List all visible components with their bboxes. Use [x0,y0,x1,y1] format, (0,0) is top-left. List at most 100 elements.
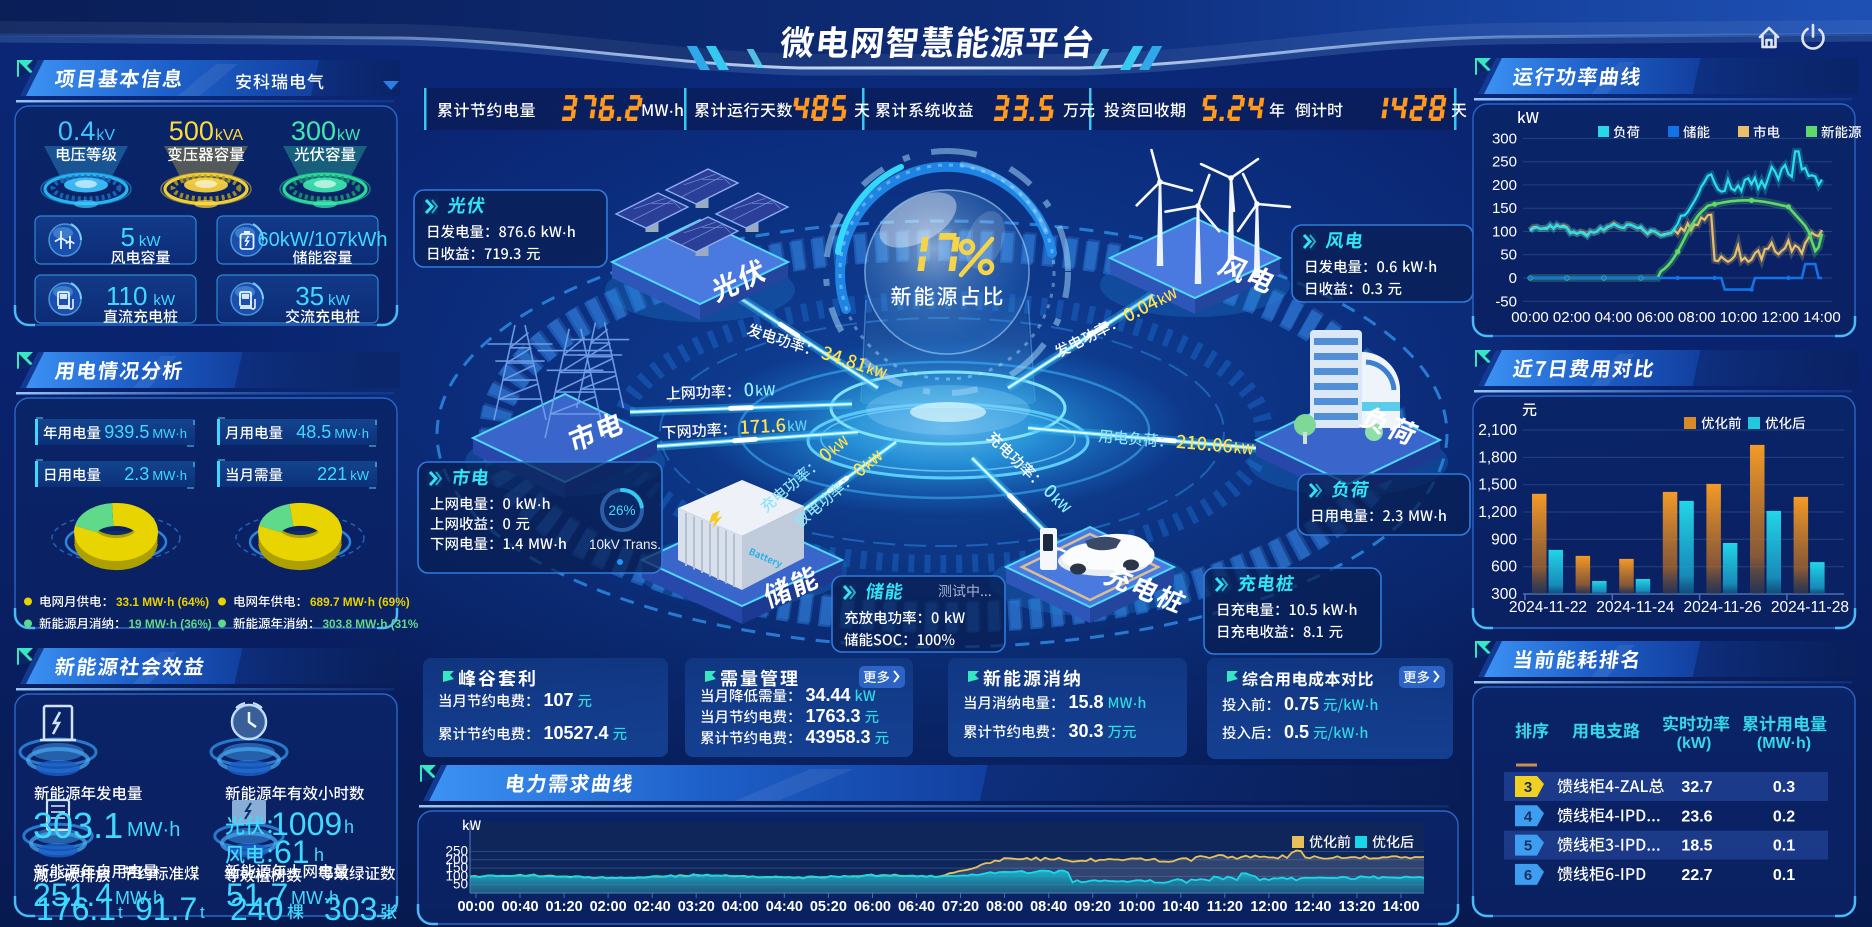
svg-text:kW: kW [337,127,361,144]
svg-text:05:20: 05:20 [810,899,847,915]
svg-text:51.7: 51.7 [226,877,288,913]
svg-text:0.5: 0.5 [1284,722,1309,742]
svg-text:04:00: 04:00 [1595,309,1633,326]
svg-text:02:00: 02:00 [1553,309,1591,326]
svg-text:22.7: 22.7 [1681,867,1712,884]
svg-text:06:00: 06:00 [1636,309,1674,326]
svg-text:60kW/107kWh: 60kW/107kWh [257,229,387,251]
svg-text:34.44: 34.44 [806,685,851,705]
svg-text:MW·h: MW·h [334,426,369,441]
svg-text:61: 61 [274,834,310,870]
svg-text:t: t [118,903,123,922]
svg-text:00:00: 00:00 [457,899,494,915]
svg-text:10kV Trans.: 10kV Trans. [589,537,661,552]
svg-text:08:40: 08:40 [1030,899,1067,915]
svg-text:0.1: 0.1 [1773,838,1795,855]
svg-text:09:20: 09:20 [1074,899,1111,915]
svg-text:02:00: 02:00 [590,899,627,915]
svg-text:MW·h: MW·h [291,888,339,908]
svg-text:176.1: 176.1 [36,891,116,927]
svg-text:11:20: 11:20 [1207,899,1243,915]
svg-text:32.7: 32.7 [1681,779,1712,796]
svg-text:100: 100 [1492,223,1517,240]
svg-text:35: 35 [295,281,324,311]
svg-text:221: 221 [317,464,347,484]
svg-text:03:20: 03:20 [678,899,715,915]
svg-text:110: 110 [106,281,147,311]
svg-text:30.3: 30.3 [1069,721,1104,741]
svg-text:0.75: 0.75 [1284,694,1319,714]
svg-text:12:00: 12:00 [1761,309,1799,326]
svg-text:200: 200 [1492,177,1517,194]
svg-text:150: 150 [1492,200,1517,217]
svg-text:240: 240 [230,891,283,927]
svg-text:107: 107 [544,690,574,710]
svg-text:10:00: 10:00 [1720,309,1758,326]
svg-text:0.3: 0.3 [1773,779,1795,796]
svg-text:02:40: 02:40 [634,899,671,915]
svg-text:1763.3: 1763.3 [806,706,861,726]
svg-text:kW: kW [350,468,370,483]
svg-text:h: h [344,817,354,837]
svg-text:h: h [314,845,324,865]
svg-text:2024-11-22: 2024-11-22 [1509,599,1587,616]
svg-text:01:20: 01:20 [546,899,583,915]
svg-text:kW: kW [328,292,351,309]
svg-text:4: 4 [1524,808,1533,825]
svg-text:23.6: 23.6 [1681,808,1712,825]
svg-text:kW: kW [139,233,162,250]
svg-text:(kW): (kW) [1677,735,1712,752]
svg-text:04:00: 04:00 [722,899,759,915]
svg-text:kVA: kVA [215,127,243,144]
svg-text:MW·h: MW·h [152,468,187,483]
svg-text:MW·h: MW·h [127,819,180,841]
svg-text:1009: 1009 [271,806,342,842]
svg-text:t: t [200,903,205,922]
svg-text:300: 300 [291,116,336,146]
svg-text:303: 303 [324,891,377,927]
svg-text:26%: 26% [608,503,635,518]
svg-text:303.1: 303.1 [33,805,123,846]
svg-text:2024-11-24: 2024-11-24 [1596,599,1675,616]
svg-text:04:40: 04:40 [766,899,803,915]
svg-text:-50: -50 [1495,293,1517,310]
svg-text:2,100: 2,100 [1478,422,1517,439]
svg-text:100: 100 [445,868,468,883]
svg-text:200: 200 [445,852,468,867]
svg-text:6: 6 [1524,867,1532,884]
svg-text:MW·h: MW·h [152,426,187,441]
svg-text:250: 250 [445,844,468,859]
svg-text:3: 3 [1524,779,1532,796]
svg-text:12:00: 12:00 [1250,899,1287,915]
svg-text:10527.4: 10527.4 [544,723,609,743]
svg-text:0: 0 [1509,270,1517,287]
svg-text:150: 150 [445,860,468,875]
svg-text:MW·h: MW·h [115,888,163,908]
svg-text:251.4: 251.4 [33,877,113,913]
svg-text:2.3: 2.3 [124,464,149,484]
svg-text:500: 500 [169,116,214,146]
svg-text:13:20: 13:20 [1338,899,1375,915]
svg-text:300: 300 [1492,130,1517,147]
svg-text:07:20: 07:20 [942,899,979,915]
svg-text:2024-11-28: 2024-11-28 [1771,599,1849,616]
svg-text:15.8: 15.8 [1069,692,1104,712]
svg-text:06:00: 06:00 [854,899,891,915]
svg-text:19 MW·h (36%): 19 MW·h (36%) [129,617,212,631]
svg-text:300: 300 [1491,586,1517,603]
svg-text:91.7: 91.7 [135,891,197,927]
svg-text:10:40: 10:40 [1162,899,1199,915]
svg-text:08:00: 08:00 [1678,309,1716,326]
svg-text:33.1 MW·h (64%): 33.1 MW·h (64%) [116,595,209,609]
svg-text:00:00: 00:00 [1511,309,1549,326]
svg-text:900: 900 [1491,531,1517,548]
svg-text:06:40: 06:40 [898,899,935,915]
svg-text:303.8 MW·h (31%: 303.8 MW·h (31% [323,617,419,631]
svg-text:5: 5 [1524,838,1532,855]
svg-text:1,500: 1,500 [1478,477,1517,494]
svg-text:1,200: 1,200 [1478,504,1517,521]
svg-text:5: 5 [120,222,134,252]
svg-text:50: 50 [453,877,468,892]
svg-text:2024-11-26: 2024-11-26 [1684,599,1762,616]
svg-text:18.5: 18.5 [1681,838,1712,855]
